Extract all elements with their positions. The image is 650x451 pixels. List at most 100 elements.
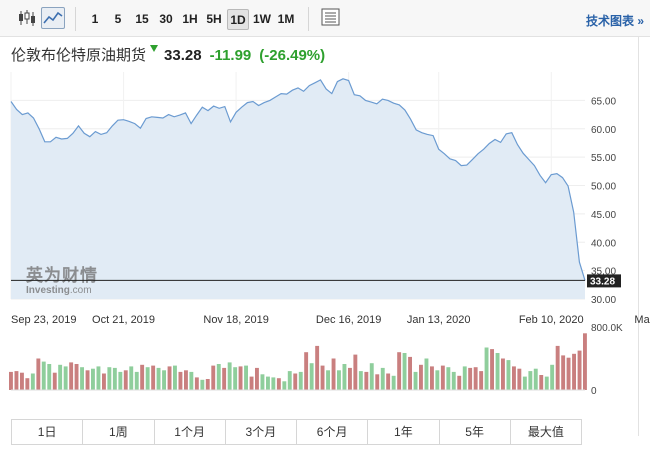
volume-bar: [473, 367, 478, 390]
volume-bar: [9, 371, 13, 390]
price-area: [11, 78, 585, 299]
volume-bar: [583, 333, 587, 390]
timeframe-5h-button[interactable]: 5H: [206, 12, 222, 26]
volume-bar: [550, 364, 555, 390]
volume-bars: [9, 333, 587, 391]
volume-bar: [238, 366, 243, 390]
volume-bar: [74, 364, 79, 390]
volume-bar: [63, 366, 68, 390]
volume-bar: [435, 370, 440, 390]
volume-bar: [490, 349, 494, 390]
x-axis: Sep 23, 2019 Oct 21, 2019 Nov 18, 2019 Dec …: [11, 314, 650, 326]
volume-bar: [162, 370, 166, 390]
volume-bar: [561, 355, 566, 390]
volume-bar: [271, 377, 276, 390]
volume-bar: [309, 363, 314, 390]
volume-bar: [380, 367, 385, 390]
toolbar-separator: [75, 7, 76, 31]
watermark-cn: 英为财情: [26, 265, 98, 285]
volume-bar: [413, 371, 418, 390]
timeframe-1-button[interactable]: 1: [91, 12, 99, 26]
timeframe-1m-button[interactable]: 1M: [277, 12, 295, 26]
volume-bar: [47, 364, 52, 390]
x-tick-label: Feb 10, 2020: [519, 314, 584, 326]
y-tick-label: 60.00: [591, 125, 616, 136]
volume-bar: [200, 379, 205, 390]
watermark-en-suffix: .com: [70, 285, 92, 296]
volume-bar: [522, 376, 527, 390]
volume-bar: [348, 367, 352, 390]
period-1y-button[interactable]: 1年: [368, 420, 440, 444]
timeframe-30-button[interactable]: 30: [159, 12, 173, 26]
volume-bar: [501, 358, 505, 390]
table-view-icon[interactable]: [320, 7, 344, 29]
volume-tick-label: 800.0K: [591, 323, 623, 334]
volume-bar: [440, 365, 445, 390]
timeframe-5-button[interactable]: 5: [114, 12, 122, 26]
volume-bar: [451, 371, 456, 390]
volume-bar: [145, 367, 150, 390]
timeframe-1h-button[interactable]: 1H: [182, 12, 198, 26]
period-1w-button[interactable]: 1周: [83, 420, 155, 444]
volume-bar: [293, 373, 298, 390]
volume-bar: [539, 375, 544, 390]
volume-bar: [36, 358, 41, 390]
timeframe-1w-button[interactable]: 1W: [253, 12, 271, 26]
price-change: -11.99: [209, 47, 252, 64]
period-3m-button[interactable]: 3个月: [226, 420, 297, 444]
period-max-button[interactable]: 最大值: [527, 425, 564, 439]
x-tick-label: Jan 13, 2020: [407, 314, 471, 326]
volume-bar: [96, 366, 101, 390]
instrument-header: 伦敦布伦特原油期货 33.28 -11.99 (-26.49%): [11, 44, 325, 68]
volume-bar: [266, 376, 270, 390]
volume-bar: [91, 368, 95, 390]
volume-bar: [194, 377, 199, 390]
x-tick-label: Mar 9, 2020: [634, 314, 650, 326]
volume-bar: [276, 378, 281, 390]
volume-tick-label: 0: [591, 386, 597, 397]
volume-bar: [506, 360, 511, 390]
y-tick-label: 30.00: [591, 295, 616, 306]
volume-bar: [140, 364, 145, 390]
volume-bar: [222, 367, 227, 390]
volume-bar: [386, 373, 391, 390]
period-5y-button[interactable]: 5年: [440, 420, 511, 444]
instrument-name: 伦敦布伦特原油期货: [11, 47, 147, 64]
volume-bar: [216, 364, 221, 390]
volume-bar: [58, 364, 63, 390]
volume-bar: [495, 353, 500, 390]
period-6m-button[interactable]: 6个月: [297, 420, 369, 444]
volume-bar: [512, 366, 516, 390]
technical-chart-link[interactable]: 技术图表 »: [585, 14, 644, 28]
volume-bar: [52, 372, 57, 390]
x-tick-label: Sep 23, 2019: [11, 314, 76, 326]
volume-bar: [69, 362, 74, 390]
volume-bar: [184, 370, 188, 390]
y-axis: 65.00 60.00 55.00 50.00 45.00 40.00 35.00 30.00: [591, 96, 616, 306]
volume-bar: [430, 366, 434, 390]
volume-bar: [304, 352, 309, 390]
volume-bar: [528, 371, 533, 390]
x-tick-label: Dec 16, 2019: [316, 314, 381, 326]
candlestick-chart-icon[interactable]: [15, 7, 39, 29]
y-tick-label: 65.00: [591, 96, 616, 107]
volume-bar: [468, 367, 473, 390]
volume-bar: [572, 353, 576, 390]
volume-bar: [315, 345, 320, 390]
volume-bar: [287, 371, 292, 390]
volume-bar: [85, 370, 90, 390]
volume-bar: [41, 361, 46, 390]
y-tick-label: 35.00: [591, 267, 616, 278]
volume-bar: [342, 364, 347, 390]
price-chart[interactable]: 英为财情 Investing.com 33.28 65.00 60.00 55.00…: [0, 72, 650, 417]
area-chart-icon[interactable]: [41, 7, 65, 29]
period-1d-button[interactable]: 1日: [12, 420, 84, 444]
period-1m-button[interactable]: 1个月: [155, 420, 226, 444]
volume-bar: [555, 345, 560, 390]
price-line: [10, 78, 586, 281]
timeframe-1d-button[interactable]: 1D: [227, 9, 249, 30]
volume-bar: [419, 364, 423, 390]
volume-bar: [151, 365, 156, 390]
timeframe-15-button[interactable]: 15: [135, 12, 149, 26]
volume-bar: [244, 365, 248, 390]
